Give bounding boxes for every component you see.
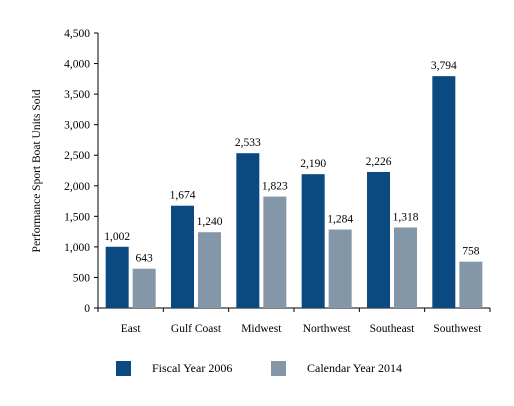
x-tick-label: Southwest	[433, 323, 482, 335]
y-tick-label: 3,500	[64, 89, 90, 101]
legend-label-fiscal-2006: Fiscal Year 2006	[152, 361, 233, 375]
y-tick-label: 500	[73, 272, 91, 284]
data-label: 1,674	[170, 190, 196, 202]
data-label: 2,226	[366, 156, 392, 168]
legend: Fiscal Year 2006 Calendar Year 2014	[0, 361, 514, 381]
bar	[432, 76, 456, 309]
data-label: 1,318	[393, 211, 419, 223]
data-label: 2,190	[300, 158, 326, 170]
y-tick-label: 3,000	[64, 120, 90, 132]
x-tick-label: East	[121, 323, 142, 335]
bar	[394, 227, 417, 308]
bar	[301, 174, 325, 308]
x-tick-label: Northwest	[303, 323, 352, 335]
bars	[105, 76, 483, 309]
data-label: 3,794	[431, 60, 457, 72]
bar-chart: Performance Sport Boat Units Sold 0 500 1,…	[31, 28, 491, 335]
y-axis-title: Performance Sport Boat Units Sold	[31, 89, 43, 252]
legend-swatch-calendar-2014	[271, 361, 286, 376]
y-tick-label: 1,000	[64, 242, 90, 254]
legend-item-calendar-2014: Calendar Year 2014	[271, 361, 402, 376]
data-label: 758	[462, 246, 480, 258]
y-tick-label: 2,500	[64, 150, 90, 162]
y-tick-label: 4,000	[64, 59, 90, 71]
legend-label-calendar-2014: Calendar Year 2014	[307, 361, 402, 375]
bar	[198, 232, 221, 308]
bar	[171, 205, 194, 308]
y-tick-label: 2,000	[64, 181, 90, 193]
x-tick-label: Midwest	[241, 323, 282, 335]
data-label: 1,823	[262, 181, 288, 193]
bar	[459, 261, 483, 308]
y-tick-label: 4,500	[64, 28, 90, 40]
y-axis: 0 500 1,000 1,500 2,000 2,500 3,000 3,500 4,000 4…	[64, 28, 99, 315]
data-label: 1,284	[327, 214, 353, 226]
bar	[236, 153, 260, 308]
bar	[328, 229, 352, 308]
data-label: 643	[136, 253, 154, 265]
bar	[263, 196, 287, 308]
data-label: 1,002	[104, 231, 130, 243]
data-label: 2,533	[235, 137, 261, 149]
bar	[105, 246, 129, 308]
x-axis: East Gulf Coast Midwest Northwest Southeast S…	[97, 307, 491, 335]
data-labels: 1,002 643 1,674 1,240 2,533 1,823 2,190 1,284 2,…	[104, 60, 479, 265]
legend-swatch-fiscal-2006	[116, 361, 131, 376]
bar	[132, 268, 156, 308]
x-tick-label: Gulf Coast	[171, 323, 222, 335]
legend-item-fiscal-2006: Fiscal Year 2006	[116, 361, 232, 376]
data-label: 1,240	[197, 216, 223, 228]
x-tick-label: Southeast	[370, 323, 416, 335]
bar	[367, 171, 390, 308]
y-tick-label: 1,500	[64, 211, 90, 223]
y-tick-label: 0	[84, 303, 90, 315]
